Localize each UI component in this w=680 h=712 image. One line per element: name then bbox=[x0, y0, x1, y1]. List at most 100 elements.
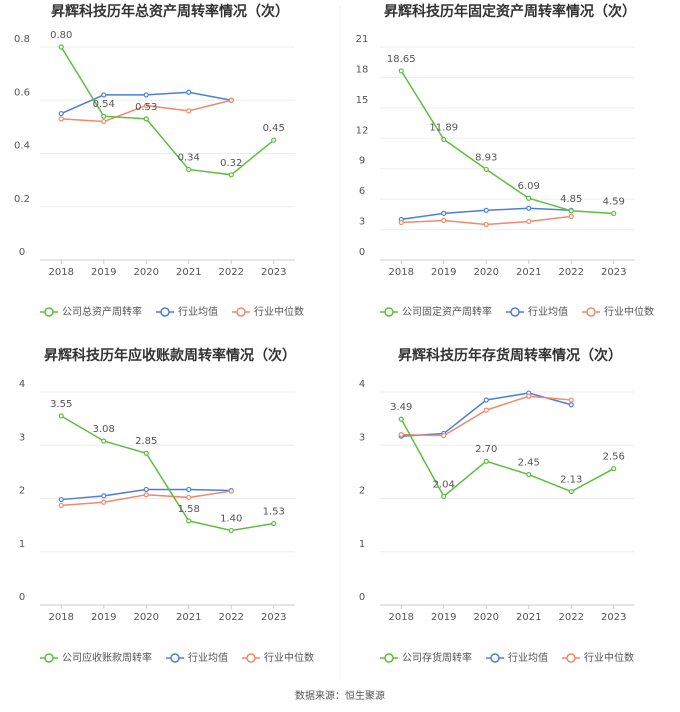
x-tick-label: 2019 bbox=[91, 612, 116, 623]
x-tick-label: 2020 bbox=[474, 267, 499, 278]
legend-marker bbox=[384, 307, 394, 317]
legend-marker bbox=[170, 653, 180, 663]
data-label: 2.45 bbox=[518, 458, 540, 469]
legend-label: 公司固定资产周转率 bbox=[402, 305, 492, 318]
legend-label: 行业中位数 bbox=[264, 651, 314, 664]
data-label: 0.80 bbox=[50, 30, 72, 41]
legend-marker bbox=[490, 653, 500, 663]
data-point bbox=[441, 136, 447, 143]
y-tick-label: 3 bbox=[19, 432, 25, 443]
source-note: 数据来源：恒生聚源 bbox=[295, 689, 385, 702]
series-line bbox=[400, 418, 615, 498]
x-tick-label: 2021 bbox=[176, 267, 201, 278]
x-tick-label: 2019 bbox=[91, 267, 116, 278]
data-point bbox=[186, 166, 192, 173]
data-point bbox=[228, 172, 234, 178]
y-tick-label: 2 bbox=[359, 486, 365, 497]
data-point bbox=[186, 518, 192, 524]
data-label: 0.34 bbox=[178, 152, 200, 163]
x-tick-label: 2022 bbox=[559, 612, 584, 623]
y-tick-label: 1 bbox=[19, 539, 25, 550]
y-tick-label: 0.2 bbox=[14, 194, 30, 205]
legend-marker bbox=[160, 307, 170, 317]
data-label: 2.85 bbox=[135, 436, 157, 447]
data-point bbox=[101, 499, 107, 505]
legend-marker bbox=[384, 653, 394, 663]
data-point bbox=[611, 210, 617, 217]
x-tick-label: 2021 bbox=[516, 267, 541, 278]
x-tick-label: 2022 bbox=[219, 267, 244, 278]
x-tick-label: 2020 bbox=[474, 612, 499, 623]
legend-marker bbox=[44, 307, 54, 317]
legend-marker bbox=[44, 653, 54, 663]
y-tick-label: 0 bbox=[359, 592, 365, 603]
x-tick-label: 2021 bbox=[516, 612, 541, 623]
y-tick-label: 1 bbox=[359, 539, 365, 550]
data-point bbox=[143, 102, 149, 109]
data-label: 2.13 bbox=[560, 475, 582, 486]
legend-marker bbox=[510, 307, 520, 317]
data-point bbox=[398, 219, 404, 226]
series-line bbox=[60, 415, 274, 532]
data-label: 3.55 bbox=[50, 399, 72, 410]
chart-title: 昇辉科技历年固定资产周转率情况（次） bbox=[384, 3, 636, 20]
data-point bbox=[526, 393, 532, 399]
data-point bbox=[398, 432, 404, 438]
data-label: 1.58 bbox=[178, 504, 200, 515]
x-tick-label: 2020 bbox=[134, 612, 159, 623]
data-point bbox=[271, 520, 277, 527]
data-point bbox=[143, 116, 149, 122]
y-tick-label: 2 bbox=[19, 486, 25, 497]
legend-label: 行业中位数 bbox=[604, 305, 654, 318]
data-point bbox=[186, 494, 192, 501]
x-tick-label: 2023 bbox=[261, 612, 286, 623]
data-point bbox=[483, 221, 489, 228]
y-tick-label: 0 bbox=[19, 592, 25, 603]
y-tick-label: 0 bbox=[359, 247, 365, 258]
data-label: 8.93 bbox=[475, 152, 497, 163]
y-tick-label: 9 bbox=[359, 156, 365, 167]
data-label: 0.32 bbox=[220, 158, 242, 169]
data-point bbox=[143, 92, 149, 98]
chart-title: 昇辉科技历年存货周转率情况（次） bbox=[398, 347, 622, 364]
y-tick-label: 21 bbox=[356, 34, 369, 45]
x-tick-label: 2018 bbox=[49, 267, 74, 278]
data-label: 0.45 bbox=[263, 123, 285, 134]
data-point bbox=[483, 166, 489, 173]
data-point bbox=[58, 496, 64, 503]
data-label: 6.09 bbox=[518, 181, 540, 192]
legend-label: 公司应收账款周转率 bbox=[62, 651, 152, 664]
data-point bbox=[568, 208, 574, 214]
legend-marker bbox=[586, 307, 596, 317]
data-point bbox=[568, 402, 574, 408]
data-point bbox=[483, 458, 489, 464]
legend-label: 行业均值 bbox=[178, 305, 218, 318]
y-tick-label: 12 bbox=[356, 125, 369, 136]
data-label: 1.40 bbox=[220, 513, 242, 524]
data-point bbox=[441, 217, 447, 224]
y-tick-label: 6 bbox=[359, 186, 365, 197]
data-point bbox=[526, 195, 532, 201]
data-point bbox=[483, 397, 489, 403]
data-point bbox=[483, 207, 489, 213]
data-label: 3.08 bbox=[93, 424, 115, 435]
data-label: 18.65 bbox=[387, 54, 416, 65]
data-point bbox=[186, 486, 192, 493]
data-point bbox=[101, 92, 107, 98]
data-point bbox=[58, 116, 64, 122]
x-tick-label: 2018 bbox=[389, 612, 414, 623]
chart-title: 昇辉科技历年总资产周转率情况（次） bbox=[51, 3, 289, 20]
legend-label: 公司存货周转率 bbox=[402, 651, 472, 664]
legend-marker bbox=[566, 653, 576, 663]
data-label: 2.04 bbox=[433, 479, 455, 490]
series-line bbox=[400, 70, 614, 215]
data-point bbox=[186, 89, 192, 95]
data-point bbox=[441, 210, 447, 216]
data-label: 1.53 bbox=[263, 507, 285, 518]
data-point bbox=[398, 416, 404, 422]
data-point bbox=[101, 118, 107, 125]
y-tick-label: 3 bbox=[359, 432, 365, 443]
legend-label: 行业中位数 bbox=[254, 305, 304, 318]
x-tick-label: 2023 bbox=[601, 267, 626, 278]
